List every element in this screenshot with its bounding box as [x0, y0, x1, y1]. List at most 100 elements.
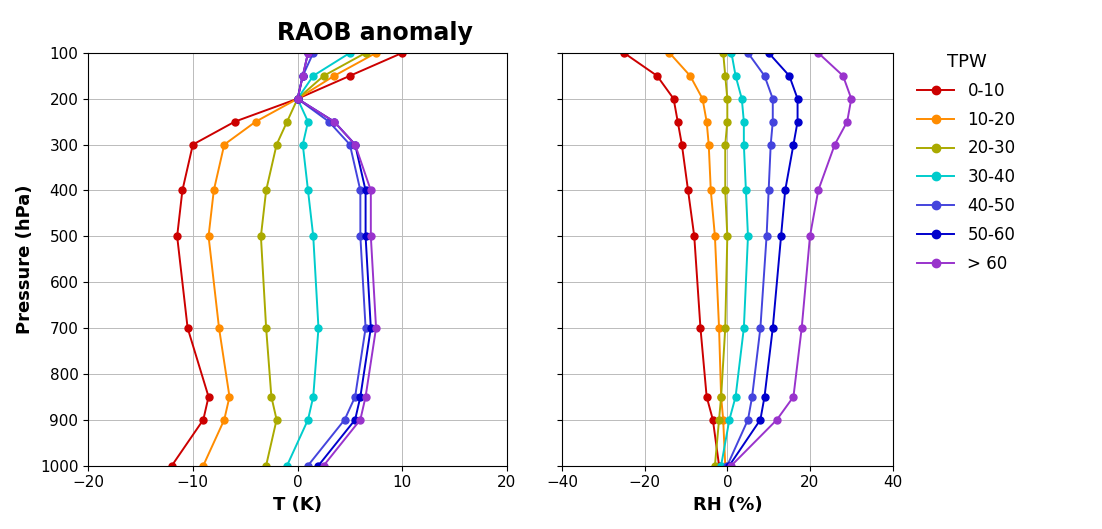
40-50: [766, 96, 779, 102]
30-40: [296, 141, 310, 148]
30-40: [737, 325, 750, 331]
0-10: [712, 462, 725, 469]
10-20: [202, 233, 215, 240]
20-30: [714, 394, 727, 400]
20-30: [280, 118, 293, 125]
50-60: [291, 96, 304, 102]
50-60: [359, 187, 372, 194]
Line: 50-60: 50-60: [294, 49, 375, 469]
40-50: [764, 141, 777, 148]
20-30: [721, 118, 734, 125]
40-50: [758, 72, 771, 79]
Legend: 0-10, 10-20, 20-30, 30-40, 40-50, 50-60, > 60: 0-10, 10-20, 20-30, 30-40, 40-50, 50-60,…: [918, 53, 1016, 273]
50-60: [364, 325, 377, 331]
50-60: [327, 118, 341, 125]
20-30: [259, 187, 272, 194]
10-20: [704, 187, 717, 194]
> 60: [841, 118, 854, 125]
> 60: [317, 462, 331, 469]
50-60: [758, 394, 771, 400]
> 60: [291, 96, 304, 102]
0-10: [175, 187, 188, 194]
0-10: [196, 416, 209, 423]
10-20: [716, 416, 730, 423]
50-60: [296, 72, 310, 79]
> 60: [811, 187, 824, 194]
20-30: [709, 462, 722, 469]
Line: 0-10: 0-10: [620, 49, 723, 469]
0-10: [202, 394, 215, 400]
0-10: [165, 462, 179, 469]
> 60: [364, 187, 377, 194]
20-30: [259, 325, 272, 331]
20-30: [719, 187, 732, 194]
> 60: [803, 233, 817, 240]
0-10: [344, 72, 357, 79]
40-50: [344, 141, 357, 148]
0-10: [228, 118, 241, 125]
> 60: [301, 50, 315, 56]
0-10: [676, 141, 689, 148]
20-30: [359, 50, 372, 56]
30-40: [735, 96, 748, 102]
0-10: [706, 416, 720, 423]
20-30: [721, 233, 734, 240]
40-50: [338, 416, 352, 423]
50-60: [754, 416, 767, 423]
50-60: [791, 96, 804, 102]
0-10: [291, 96, 304, 102]
30-40: [714, 462, 727, 469]
0-10: [688, 233, 701, 240]
40-50: [760, 233, 774, 240]
50-60: [787, 141, 800, 148]
50-60: [359, 233, 372, 240]
30-40: [291, 96, 304, 102]
> 60: [811, 50, 824, 56]
10-20: [223, 394, 236, 400]
50-60: [312, 462, 325, 469]
0-10: [181, 325, 194, 331]
0-10: [671, 118, 684, 125]
20-30: [719, 141, 732, 148]
> 60: [725, 462, 738, 469]
0-10: [667, 96, 680, 102]
10-20: [702, 141, 715, 148]
30-40: [737, 141, 750, 148]
10-20: [207, 187, 220, 194]
> 60: [296, 72, 310, 79]
0-10: [681, 187, 694, 194]
Text: RAOB anomaly: RAOB anomaly: [277, 21, 473, 45]
10-20: [369, 50, 382, 56]
10-20: [291, 96, 304, 102]
50-60: [301, 50, 315, 56]
Line: 20-30: 20-30: [712, 49, 731, 469]
50-60: [775, 233, 788, 240]
30-40: [728, 72, 742, 79]
10-20: [714, 394, 727, 400]
> 60: [787, 394, 800, 400]
30-40: [301, 118, 315, 125]
30-40: [737, 118, 750, 125]
Line: 10-20: 10-20: [199, 49, 379, 469]
40-50: [348, 394, 361, 400]
10-20: [712, 325, 725, 331]
40-50: [296, 72, 310, 79]
40-50: [354, 187, 367, 194]
50-60: [791, 118, 804, 125]
> 60: [327, 118, 341, 125]
10-20: [249, 118, 262, 125]
30-40: [723, 416, 736, 423]
> 60: [836, 72, 850, 79]
40-50: [742, 416, 755, 423]
40-50: [763, 187, 776, 194]
X-axis label: RH (%): RH (%): [692, 496, 763, 514]
40-50: [754, 325, 767, 331]
> 60: [359, 394, 372, 400]
20-30: [255, 233, 268, 240]
30-40: [306, 72, 320, 79]
20-30: [721, 96, 734, 102]
Y-axis label: Pressure (hPa): Pressure (hPa): [17, 185, 34, 334]
0-10: [186, 141, 199, 148]
30-40: [742, 233, 755, 240]
10-20: [217, 141, 230, 148]
